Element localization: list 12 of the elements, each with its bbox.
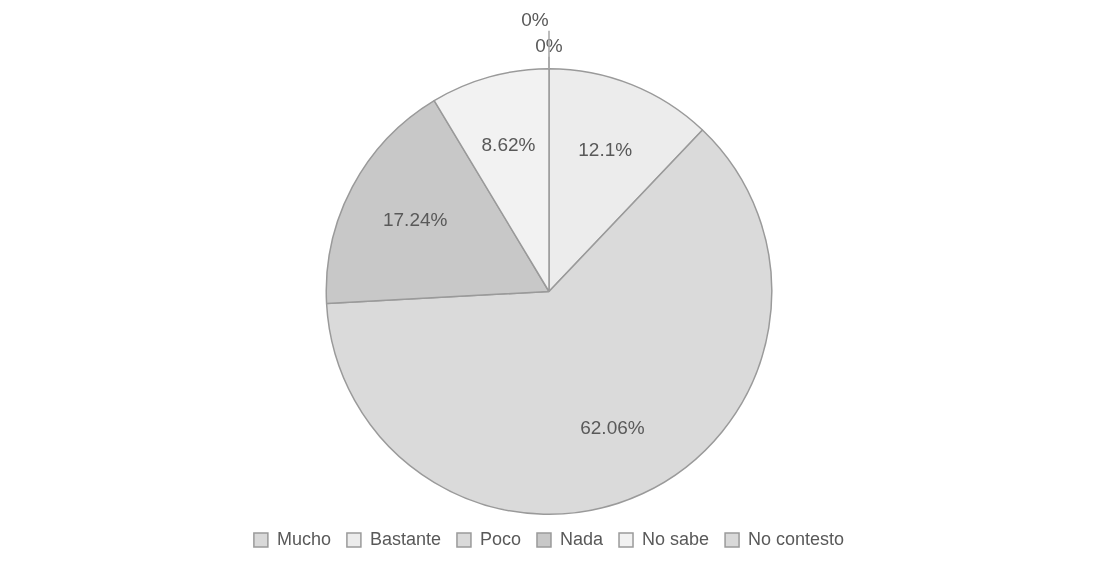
data-label: 62.06% — [580, 417, 645, 439]
text: 0% — [535, 34, 563, 56]
data-label: 8.62% — [481, 133, 536, 155]
text: 0% — [521, 8, 549, 30]
legend-label: Bastante — [369, 528, 441, 549]
legend-label: Mucho — [276, 528, 331, 549]
data-label: 17.24% — [382, 208, 448, 230]
data-label: 12.1% — [578, 139, 633, 161]
legend-label: No sabe — [642, 528, 710, 549]
legend-label: Nada — [559, 528, 605, 549]
legend-label: Poco — [479, 528, 521, 549]
legend-label: No contesto — [748, 528, 845, 549]
